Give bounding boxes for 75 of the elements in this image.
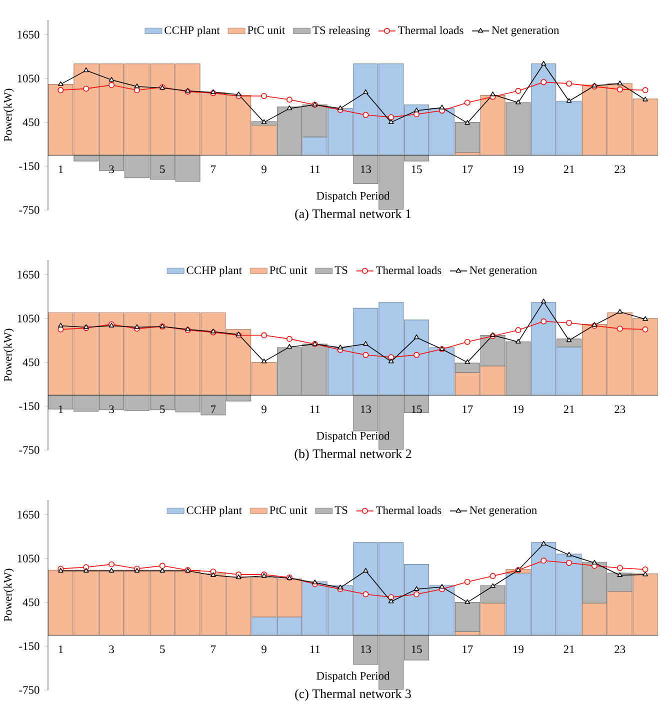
y-tick-label: 450 bbox=[22, 358, 40, 366]
y-tick-label: 1650 bbox=[18, 510, 40, 518]
y-axis-title: Power(kW) bbox=[4, 88, 14, 142]
x-tick-label: 11 bbox=[310, 165, 320, 174]
x-tick-label: 5 bbox=[160, 165, 165, 174]
x-tick-label: 7 bbox=[211, 405, 216, 413]
y-tick-label: 1650 bbox=[18, 270, 40, 278]
y-tick-label: -150 bbox=[19, 162, 40, 170]
x-axis-title: Dispatch Period bbox=[316, 432, 390, 442]
x-tick-label: 9 bbox=[262, 165, 266, 174]
legend-label: Thermal loads bbox=[398, 26, 464, 34]
x-tick-label: 17 bbox=[462, 165, 473, 174]
x-tick-label: 7 bbox=[211, 165, 216, 173]
x-tick-label: 23 bbox=[614, 165, 626, 174]
text: (b) Thermal network 2 bbox=[294, 449, 412, 461]
x-tick-label: 15 bbox=[412, 645, 422, 654]
y-tick-label: -750 bbox=[19, 446, 40, 454]
x-tick-label: 9 bbox=[262, 405, 266, 414]
x-axis-title: Dispatch Period bbox=[316, 192, 390, 202]
x-tick-label: 9 bbox=[262, 645, 266, 654]
legend-label: PtC unit bbox=[248, 26, 286, 34]
legend-label: CCHP plant bbox=[186, 506, 242, 516]
y-tick-label: -750 bbox=[19, 686, 40, 694]
x-tick-label: 5 bbox=[160, 405, 165, 414]
x-tick-label: 15 bbox=[412, 165, 422, 174]
y-tick-label: 1650 bbox=[18, 30, 40, 38]
legend-label: Thermal loads bbox=[376, 266, 442, 274]
x-tick-label: 5 bbox=[160, 645, 165, 654]
legend-label: Thermal loads bbox=[376, 506, 442, 514]
text: (c) Thermal network 3 bbox=[295, 689, 411, 701]
legend-label: Net generation bbox=[470, 506, 537, 516]
legend-label: CCHP plant bbox=[186, 266, 242, 276]
legend-label: CCHP plant bbox=[164, 26, 220, 36]
x-tick-label: 19 bbox=[513, 165, 524, 174]
x-tick-label: 1 bbox=[58, 165, 63, 174]
x-tick-label: 19 bbox=[513, 645, 524, 654]
y-tick-label: 450 bbox=[22, 598, 40, 606]
x-tick-label: 23 bbox=[614, 645, 626, 654]
y-tick-label: 1050 bbox=[18, 554, 40, 562]
y-tick-label: -750 bbox=[19, 206, 40, 214]
x-tick-label: 23 bbox=[614, 405, 626, 414]
y-tick-label: 1050 bbox=[18, 314, 40, 322]
x-tick-label: 11 bbox=[310, 405, 320, 414]
x-tick-label: 21 bbox=[564, 405, 574, 414]
x-tick-label: 13 bbox=[360, 165, 371, 174]
legend-label: PtC unit bbox=[270, 266, 308, 274]
legend-label: TS bbox=[334, 266, 348, 274]
x-tick-label: 7 bbox=[211, 645, 216, 653]
x-tick-label: 1 bbox=[58, 645, 63, 654]
text: (a) Thermal network 1 bbox=[295, 209, 411, 221]
legend-label: PtC unit bbox=[270, 506, 308, 514]
y-tick-label: -150 bbox=[19, 642, 40, 650]
y-tick-label: 450 bbox=[22, 118, 40, 126]
x-tick-label: 17 bbox=[462, 405, 473, 414]
x-tick-label: 3 bbox=[109, 405, 114, 414]
x-tick-label: 17 bbox=[462, 645, 473, 654]
legend-label: TS releasing bbox=[312, 26, 370, 36]
x-tick-label: 21 bbox=[564, 165, 574, 174]
x-axis-title: Dispatch Period bbox=[316, 672, 390, 682]
y-tick-label: -150 bbox=[19, 402, 40, 410]
legend-label: TS bbox=[334, 506, 348, 514]
x-tick-label: 13 bbox=[360, 645, 371, 654]
x-tick-label: 19 bbox=[513, 405, 524, 414]
y-axis-title: Power(kW) bbox=[4, 328, 14, 382]
x-tick-label: 21 bbox=[564, 645, 574, 654]
x-tick-label: 11 bbox=[310, 645, 320, 654]
y-axis-title: Power(kW) bbox=[4, 568, 14, 622]
legend-label: Net generation bbox=[470, 266, 537, 276]
x-tick-label: 3 bbox=[109, 645, 114, 654]
x-tick-label: 3 bbox=[109, 165, 114, 174]
x-tick-label: 1 bbox=[58, 405, 63, 414]
x-tick-label: 15 bbox=[412, 405, 422, 414]
x-tick-label: 13 bbox=[360, 405, 371, 414]
legend-label: Net generation bbox=[492, 26, 560, 36]
y-tick-label: 1050 bbox=[18, 74, 40, 82]
